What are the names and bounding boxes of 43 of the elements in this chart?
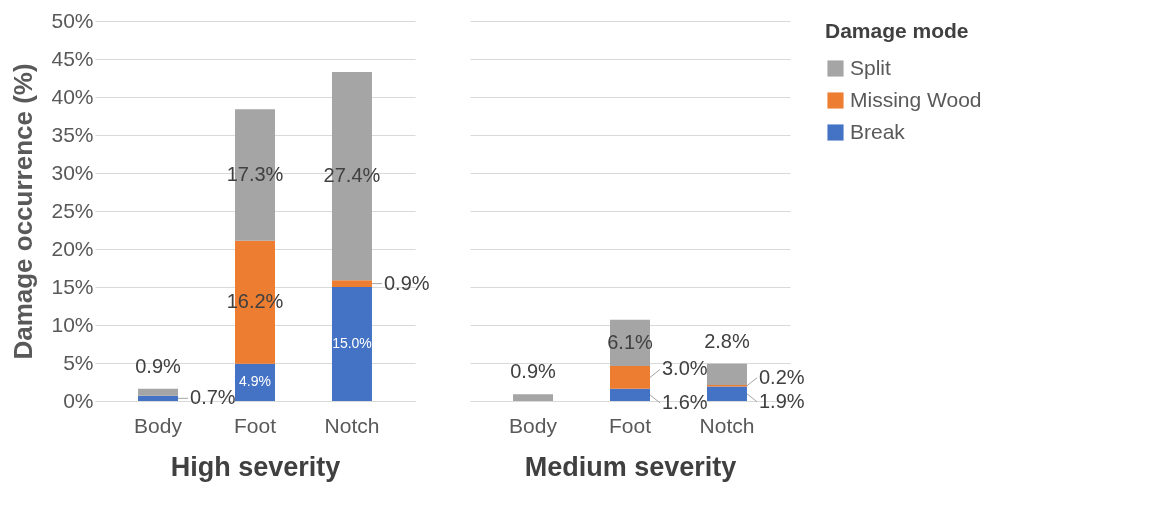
x-axis-title: High severity <box>170 451 341 482</box>
data-label: 0.2% <box>758 365 805 388</box>
x-tick-label: Body <box>134 413 183 437</box>
bar <box>138 395 179 401</box>
y-tick-label: 30% <box>51 160 94 184</box>
legend-title: Damage mode <box>825 19 969 42</box>
y-tick-label: 15% <box>51 274 94 298</box>
x-tick-label: Notch <box>324 413 380 437</box>
bar <box>138 388 179 396</box>
data-label: 15.0% <box>332 335 372 351</box>
y-tick-label: 10% <box>51 312 94 336</box>
y-tick-label: 20% <box>51 236 94 260</box>
data-label: 0.9% <box>135 354 182 377</box>
bar <box>706 386 747 401</box>
bar <box>610 366 650 389</box>
data-label: 4.9% <box>239 373 271 390</box>
y-axis-title: Damage occurrence (%) <box>8 63 39 360</box>
x-axis-title: Medium severity <box>524 451 737 482</box>
data-label: 3.0% <box>662 357 708 380</box>
data-label: 1.9% <box>758 389 805 412</box>
bar <box>610 388 650 401</box>
x-tick-label: Notch <box>699 413 755 437</box>
data-label: 0.9% <box>383 271 430 294</box>
y-tick-label: 25% <box>51 198 94 222</box>
bar <box>331 287 372 401</box>
legend-label: Split <box>850 55 892 79</box>
legend-label: Missing Wood <box>850 87 982 111</box>
y-tick-label: 45% <box>51 46 94 70</box>
data-label: 0.7% <box>190 386 236 409</box>
data-label: 0.9% <box>510 360 557 383</box>
x-tick-label: Foot <box>233 413 277 437</box>
y-tick-label: 0% <box>63 388 94 412</box>
data-label: 1.6% <box>662 390 708 413</box>
y-tick-label: 5% <box>63 350 94 374</box>
y-tick-label: 40% <box>51 84 94 108</box>
y-tick-label: 50% <box>51 8 94 32</box>
x-tick-label: Body <box>509 413 558 437</box>
x-tick-label: Foot <box>608 413 652 437</box>
bar <box>331 280 372 287</box>
y-tick-label: 35% <box>51 122 94 146</box>
data-label: 2.8% <box>704 329 750 352</box>
legend-label: Break <box>850 119 906 143</box>
bar <box>513 394 554 401</box>
